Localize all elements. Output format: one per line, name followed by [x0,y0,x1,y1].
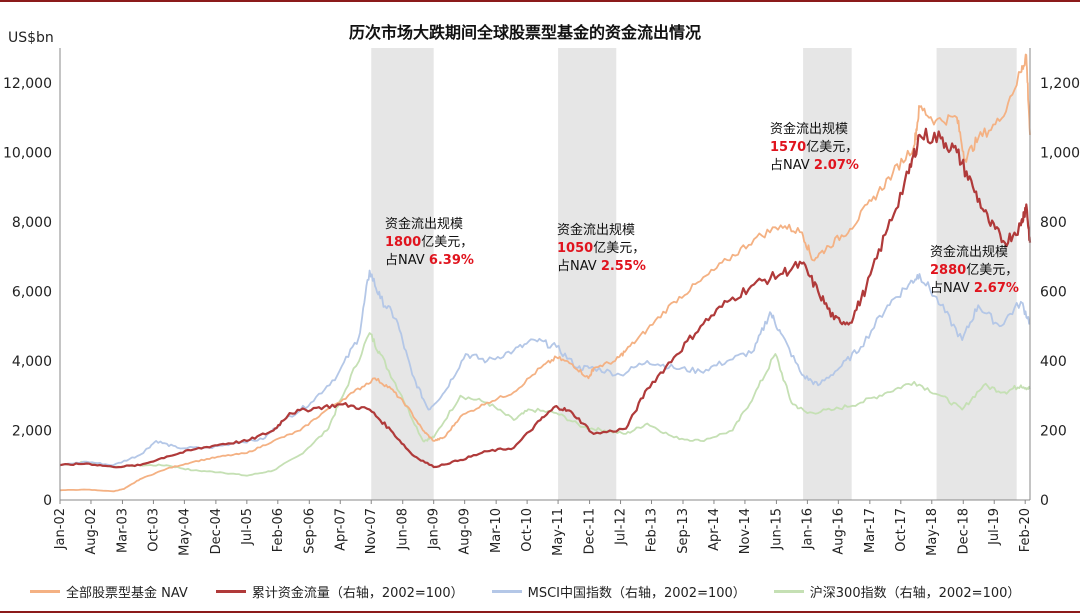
x-tick-label: Mar-10 [489,508,504,553]
x-tick-label: Mar-17 [863,508,878,553]
annotation-value: 1800亿美元， [385,235,473,250]
right-tick-label: 800 [1040,215,1067,231]
legend-label: 累计资金流量（右轴，2002=100） [251,585,464,601]
x-tick-label: Feb-06 [271,508,286,552]
right-tick-label: 400 [1040,354,1067,370]
legend: 全部股票型基金 NAV 累计资金流量（右轴，2002=100） MSCI中国指数（右… [30,580,1060,602]
x-tick-label: May-11 [551,508,566,556]
x-tick-label: Sep-13 [676,508,691,554]
left-tick-label: 6,000 [12,284,52,300]
right-tick-label: 1,200 [1040,76,1080,92]
right-tick-label: 1,000 [1040,145,1080,161]
legend-item-1: 全部股票型基金 NAV [30,582,188,601]
left-tick-label: 2,000 [12,423,52,439]
x-tick-label: Oct-10 [520,508,535,552]
x-tick-label: Dec-11 [583,508,598,554]
left-tick-label: 10,000 [3,145,52,161]
x-tick-label: Feb-13 [645,508,660,552]
legend-label: 全部股票型基金 NAV [66,585,188,601]
x-tick-label: Jul-05 [240,508,255,546]
annotation-2: 资金流出规模 1050亿美元， 占NAV 2.55% [557,222,646,274]
series-lines [59,53,1032,493]
x-tick-label: Oct-03 [146,508,161,552]
annotation-title: 资金流出规模 [385,216,463,232]
x-tick-label: Apr-07 [333,508,348,551]
right-tick-label: 200 [1040,423,1067,439]
annotation-share: 占NAV 2.07% [770,158,859,173]
annotation-value: 2880亿美元， [930,263,1018,278]
series-line-1 [59,53,1031,493]
legend-item-2: 累计资金流量（右轴，2002=100） [215,582,464,601]
shaded-period-2 [558,48,617,500]
series-line-4 [59,332,1031,477]
annotation-4: 资金流出规模 2880亿美元， 占NAV 2.67% [930,244,1019,296]
left-tick-label: 0 [43,493,52,509]
x-tick-label: May-18 [925,508,940,556]
x-tick-label: Aug-09 [458,508,473,555]
annotation-share: 占NAV 2.67% [930,281,1019,296]
legend-swatch [773,589,804,593]
left-tick-label: 8,000 [12,215,52,231]
series-line-2 [59,127,1032,469]
annotation-share: 占NAV 6.39% [385,253,474,268]
left-tick-label: 12,000 [3,76,52,92]
annotation-value: 1570亿美元， [770,140,858,155]
legend-item-3: MSCI中国指数（右轴，2002=100） [491,582,746,601]
legend-item-4: 沪深300指数（右轴，2002=100） [773,582,1021,601]
x-tick-label: Oct-17 [894,508,909,552]
x-tick-label: Jul-19 [987,508,1002,546]
x-tick-label: Jul-12 [614,508,629,546]
annotation-share: 占NAV 2.55% [557,259,646,274]
legend-swatch [215,589,246,593]
x-tick-label: Feb-20 [1018,508,1033,552]
x-tick-label: Dec-04 [209,508,224,554]
x-tick-label: Jun-15 [769,508,784,551]
x-tick-label: Nov-07 [364,508,379,554]
annotations: 资金流出规模 1800亿美元， 占NAV 6.39% 资金流出规模 1050亿美元， 占N… [385,121,1019,296]
x-tick-label: Dec-18 [956,508,971,554]
x-tick-label: Jan-16 [800,508,815,550]
x-tick-label: Aug-02 [84,508,99,555]
shaded-period-4 [936,48,1017,500]
x-tick-label: Apr-14 [707,508,722,551]
annotation-title: 资金流出规模 [557,222,635,238]
legend-swatch [30,589,60,593]
right-tick-label: 0 [1040,493,1049,509]
shaded-period-3 [803,48,852,500]
x-tick-label: May-04 [177,508,192,556]
bottom-border [0,611,1080,613]
legend-label: MSCI中国指数（右轴，2002=100） [527,585,746,601]
annotation-value: 1050亿美元， [557,241,645,256]
x-tick-label: Nov-14 [738,508,753,554]
shaded-period-1 [371,48,434,500]
series-line-3 [59,269,1031,467]
annotation-1: 资金流出规模 1800亿美元， 占NAV 6.39% [385,216,474,268]
x-tick-label: Jan-02 [53,508,68,550]
x-tick-label: Mar-03 [115,508,130,553]
x-tick-label: Jan-09 [427,508,442,550]
x-tick-label: Jun-08 [396,508,411,551]
shaded-periods [371,48,1017,500]
x-tick-label: Aug-16 [831,508,846,555]
annotation-title: 资金流出规模 [770,121,848,137]
annotation-title: 资金流出规模 [930,244,1008,260]
legend-label: 沪深300指数（右轴，2002=100） [809,585,1021,601]
top-border [0,0,1080,2]
right-tick-label: 600 [1040,284,1067,300]
legend-swatch [491,589,522,593]
annotation-3: 资金流出规模 1570亿美元， 占NAV 2.07% [770,121,859,173]
left-tick-label: 4,000 [12,354,52,370]
chart-title: 历次市场大跌期间全球股票型基金的资金流出情况 [349,23,701,42]
x-tick-label: Sep-06 [302,508,317,554]
axes: 0 2,000 4,000 6,000 8,000 10,000 12,000 0 200 400… [3,48,1080,556]
left-axis-label: US$bn [8,30,54,46]
